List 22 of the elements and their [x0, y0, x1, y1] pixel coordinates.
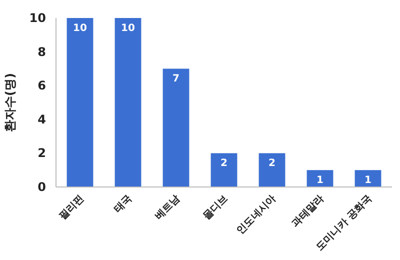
bar	[66, 18, 94, 187]
y-tick-label: 0	[38, 180, 46, 194]
y-tick-label: 6	[38, 78, 46, 93]
data-label: 2	[220, 158, 228, 170]
bar	[210, 153, 238, 187]
bar	[354, 170, 382, 187]
bar	[306, 170, 334, 187]
y-tick-label: 8	[38, 44, 46, 59]
data-label: 10	[73, 23, 87, 34]
y-tick-label: 2	[38, 146, 46, 160]
bar	[258, 153, 286, 187]
bar	[114, 18, 142, 187]
data-label: 7	[172, 74, 180, 85]
data-label: 1	[364, 175, 372, 186]
data-label: 2	[268, 158, 276, 170]
y-tick-label: 10	[29, 11, 46, 25]
data-label: 10	[121, 23, 135, 34]
x-tick-label: 태국	[112, 193, 134, 216]
y-tick-label: 4	[38, 112, 46, 126]
data-label: 1	[316, 175, 324, 186]
y-axis-title: 환자수(명)	[3, 73, 17, 132]
bar	[162, 68, 190, 187]
